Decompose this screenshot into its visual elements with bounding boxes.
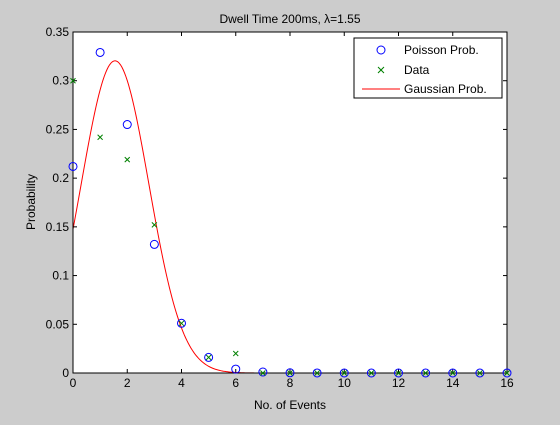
- x-tick-label: 12: [392, 376, 406, 390]
- data-point: [314, 370, 320, 376]
- marker-layer: [68, 47, 512, 378]
- x-tick-label: 8: [287, 376, 294, 390]
- data-point: [70, 77, 76, 84]
- poisson-point: [68, 161, 78, 171]
- x-axis-label: No. of Events: [254, 398, 326, 412]
- y-tick-label: 0.1: [52, 269, 69, 283]
- x-tick-label: 10: [338, 376, 352, 390]
- poisson-point: [502, 368, 512, 378]
- legend-label-gaussian: Gaussian Prob.: [404, 82, 487, 96]
- data-point: [395, 370, 402, 376]
- data-point: [97, 134, 103, 141]
- y-tick-label: 0.3: [52, 74, 69, 88]
- legend-label-data: Data: [404, 63, 430, 77]
- data-point: [341, 370, 348, 376]
- data-point: [124, 156, 131, 163]
- poisson-point: [231, 364, 241, 374]
- data-point: [477, 370, 483, 376]
- data-point: [422, 370, 429, 376]
- x-tick-label: 16: [500, 376, 514, 390]
- data-point: [260, 370, 266, 376]
- poisson-point: [285, 368, 295, 378]
- y-tick-label: 0.35: [46, 25, 70, 39]
- y-tick-label: 0.25: [46, 122, 70, 136]
- poisson-point: [421, 368, 431, 378]
- legend-x-marker: [377, 66, 385, 74]
- y-tick-label: 0: [62, 366, 69, 380]
- y-tick-label: 0.2: [52, 171, 69, 185]
- data-point: [287, 370, 293, 376]
- data-point: [151, 222, 158, 228]
- gaussian-curve: [73, 60, 507, 373]
- data-point: [205, 354, 212, 361]
- data-point: [232, 350, 239, 357]
- x-tick-label: 4: [178, 376, 185, 390]
- poisson-point: [149, 239, 159, 249]
- poisson-point: [475, 368, 485, 378]
- poisson-point: [122, 120, 132, 130]
- poisson-point: [204, 352, 214, 362]
- poisson-point: [95, 47, 105, 57]
- x-tick-label: 14: [446, 376, 460, 390]
- data-point: [368, 370, 375, 376]
- series-layer: [73, 60, 507, 373]
- poisson-point: [394, 368, 403, 378]
- poisson-point: [366, 368, 376, 378]
- legend: Poisson Prob. Data Gaussian Prob.: [353, 37, 503, 99]
- legend-circle-marker: [376, 45, 386, 55]
- y-axis-label: Probability: [24, 174, 38, 230]
- y-tick-label: 0.05: [46, 317, 70, 331]
- x-tick-label: 2: [124, 376, 131, 390]
- data-point: [178, 320, 185, 327]
- poisson-point: [177, 318, 186, 328]
- poisson-point: [312, 368, 322, 378]
- x-tick-label: 6: [232, 376, 239, 390]
- poisson-point: [339, 368, 349, 378]
- poisson-point: [448, 368, 458, 378]
- y-tick-label: 0.15: [46, 220, 70, 234]
- x-tick-label: 0: [70, 376, 77, 390]
- poisson-point: [258, 367, 268, 377]
- chart-title: Dwell Time 200ms, λ=1.55: [219, 12, 360, 26]
- legend-label-poisson: Poisson Prob.: [404, 43, 479, 57]
- data-point: [504, 370, 510, 376]
- data-point: [449, 370, 456, 376]
